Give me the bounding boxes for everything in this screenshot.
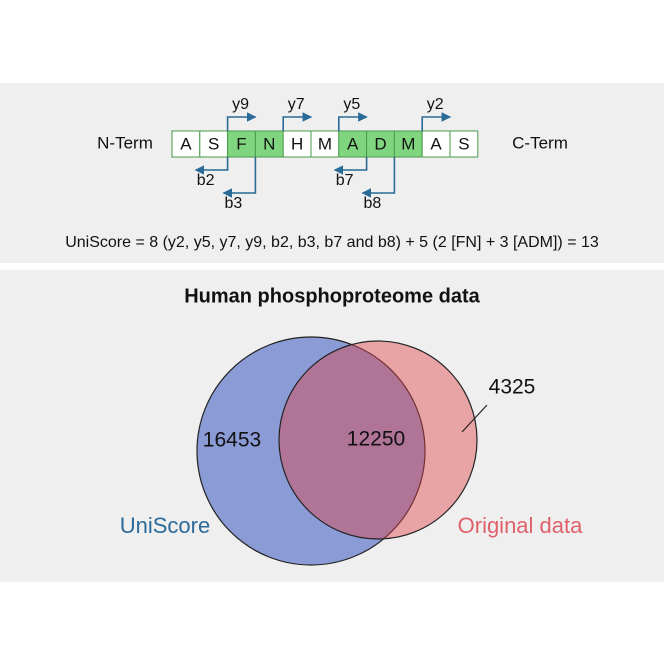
overlap: 12250 xyxy=(347,428,405,451)
fragment-label: b3 xyxy=(225,195,243,212)
residue: S xyxy=(458,134,469,153)
residue-box xyxy=(199,130,229,158)
fragment-arrow xyxy=(421,112,452,131)
fragment-label: b8 xyxy=(364,195,382,212)
residue: N xyxy=(263,134,275,153)
residue: A xyxy=(180,134,192,153)
fragment-label: b2 xyxy=(197,172,215,189)
fragment-label: y7 xyxy=(288,96,305,113)
n-term: N-Term xyxy=(97,133,153,152)
residue-box xyxy=(282,130,312,158)
fragment-arrow xyxy=(361,157,396,198)
leader-line xyxy=(461,404,488,433)
top-panel xyxy=(0,83,664,263)
fragment-label: y9 xyxy=(232,96,249,113)
c-term: C-Term xyxy=(512,133,568,152)
residue-box xyxy=(421,130,451,158)
fragment-arrow xyxy=(222,157,257,198)
residue: M xyxy=(318,134,332,153)
residue-box xyxy=(393,130,423,158)
residue: A xyxy=(430,134,442,153)
residue: S xyxy=(208,134,219,153)
residue: M xyxy=(401,134,415,153)
fragment-arrow xyxy=(333,157,368,175)
uniscore-circle xyxy=(196,336,426,566)
residue-box xyxy=(338,130,368,158)
fragment-label: y5 xyxy=(343,96,360,113)
residue: D xyxy=(374,134,386,153)
formula: UniScore = 8 (y2, y5, y7, y9, b2, b3, b7… xyxy=(65,234,599,251)
residue-box xyxy=(310,130,340,158)
fragment-arrow xyxy=(194,157,229,175)
residue-box xyxy=(227,130,256,158)
residue-box xyxy=(449,130,479,158)
venn-title: Human phosphoproteome data xyxy=(184,285,480,307)
fragment-label: b7 xyxy=(336,172,354,189)
residue: A xyxy=(347,134,359,153)
fragment-arrow xyxy=(282,112,313,131)
fragment-arrow xyxy=(338,112,368,131)
fragment-arrow xyxy=(226,112,257,131)
uniscore-only: 16453 xyxy=(203,429,261,452)
original-circle xyxy=(278,340,478,540)
fragment-label: y2 xyxy=(427,96,444,113)
original-only: 4325 xyxy=(489,376,536,399)
residue: F xyxy=(236,134,246,153)
uniscore-label: UniScore xyxy=(120,513,210,538)
residue-box xyxy=(254,130,284,158)
original-label: Original data xyxy=(458,513,584,538)
residue: H xyxy=(291,134,303,153)
